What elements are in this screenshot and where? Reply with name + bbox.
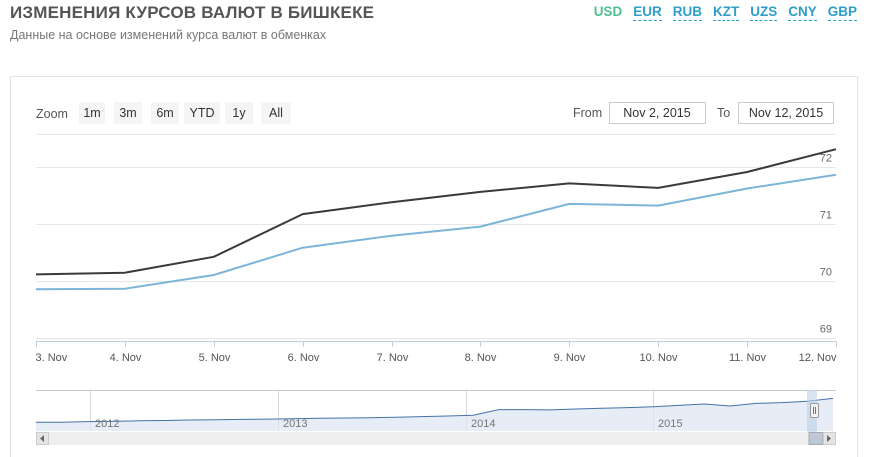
page-subtitle: Данные на основе изменений курса валют в…	[10, 28, 327, 42]
exchange-rate-chart: Zoom 1m 3m 6m YTD 1y All From Nov	[35, 102, 837, 445]
zoom-label: Zoom	[36, 107, 68, 121]
navigator-year-label: 2014	[471, 418, 495, 430]
zoom-button-ytd[interactable]: YTD	[184, 102, 220, 124]
scroll-right-button[interactable]	[823, 432, 836, 445]
page-title: ИЗМЕНЕНИЯ КУРСОВ ВАЛЮТ В БИШКЕКЕ	[10, 3, 375, 22]
navigator-handle[interactable]	[810, 403, 819, 418]
arrow-left-icon	[40, 435, 44, 442]
series-layer	[35, 148, 837, 291]
x-tick-label: 10. Nov	[640, 352, 678, 364]
y-tick-label: 72	[820, 153, 832, 165]
zoom-button-3m[interactable]: 3m	[114, 102, 142, 124]
zoom-button-label: YTD	[190, 106, 215, 120]
to-date-value: Nov 12, 2015	[749, 106, 823, 120]
navigator-year-label: 2015	[658, 418, 682, 430]
navigator-series	[36, 397, 834, 423]
from-label: From	[573, 106, 602, 120]
x-tick-label: 3. Nov	[36, 352, 68, 364]
grid-lines	[36, 134, 836, 339]
x-tick-label: 4. Nov	[110, 352, 142, 364]
scrollbar-thumb[interactable]	[808, 432, 824, 445]
zoom-button-6m[interactable]: 6m	[151, 102, 179, 124]
x-tick-label: 12. Nov	[799, 352, 837, 364]
series-line-light	[35, 173, 837, 291]
currency-tab-eur[interactable]: EUR	[633, 4, 662, 21]
zoom-button-all[interactable]: All	[261, 102, 291, 124]
zoom-button-1y[interactable]: 1y	[225, 102, 253, 124]
zoom-button-label: 3m	[119, 106, 136, 120]
navigator-year-labels: 2012 2013 2014 2015	[95, 418, 682, 430]
currency-tab-cny[interactable]: CNY	[788, 4, 817, 21]
y-tick-label: 71	[820, 210, 832, 222]
x-tick-label: 5. Nov	[199, 352, 231, 364]
zoom-button-label: 1m	[83, 106, 100, 120]
y-tick-label: 69	[820, 324, 832, 336]
scroll-left-button[interactable]	[36, 432, 49, 445]
from-date-input[interactable]: Nov 2, 2015	[609, 102, 706, 124]
series-line-dark	[35, 148, 837, 276]
zoom-button-label: 6m	[156, 106, 173, 120]
x-tick-label: 11. Nov	[729, 352, 767, 364]
x-tick-label: 7. Nov	[377, 352, 409, 364]
zoom-button-1m[interactable]: 1m	[79, 102, 105, 124]
navigator[interactable]: 2012 2013 2014 2015	[36, 390, 836, 432]
x-tick-label: 6. Nov	[288, 352, 320, 364]
navigator-year-label: 2013	[283, 418, 307, 430]
zoom-button-label: 1y	[232, 106, 246, 120]
currency-tab-rub[interactable]: RUB	[672, 4, 702, 21]
x-axis-ticks: 3. Nov 4. Nov 5. Nov 6. Nov 7. Nov 8. Nov 9. N…	[36, 341, 837, 364]
to-label: To	[717, 106, 730, 120]
navigator-scrollbar[interactable]	[36, 432, 836, 445]
from-date-value: Nov 2, 2015	[623, 106, 690, 120]
y-axis-ticks: 69 70 71 72	[820, 153, 832, 336]
navigator-year-label: 2012	[95, 418, 119, 430]
y-tick-label: 70	[820, 267, 832, 279]
x-tick-label: 9. Nov	[554, 352, 586, 364]
zoom-button-label: All	[269, 106, 283, 120]
chart-panel: Zoom 1m 3m 6m YTD 1y All From Nov	[10, 76, 858, 457]
x-tick-label: 8. Nov	[465, 352, 497, 364]
currency-tab-usd[interactable]: USD	[593, 4, 623, 19]
arrow-right-icon	[827, 435, 831, 442]
navigator-area	[36, 398, 833, 431]
currency-tab-uzs[interactable]: UZS	[750, 4, 778, 21]
currency-tab-gbp[interactable]: GBP	[827, 4, 857, 21]
currency-tab-kzt[interactable]: KZT	[712, 4, 740, 21]
to-date-input[interactable]: Nov 12, 2015	[738, 102, 834, 124]
currency-tabs: USD EUR RUB KZT UZS CNY GBP	[594, 4, 857, 21]
